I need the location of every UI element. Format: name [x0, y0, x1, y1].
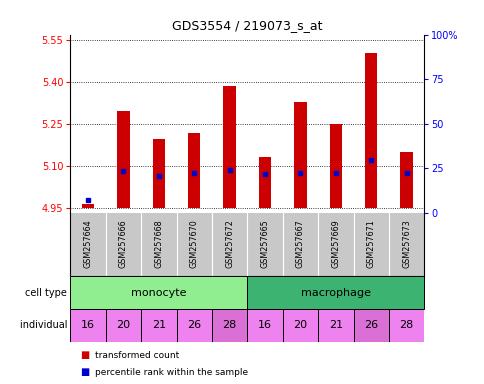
Text: transformed count: transformed count: [94, 351, 179, 360]
Text: GSM257664: GSM257664: [83, 219, 92, 268]
Bar: [117, 111, 129, 207]
Text: GSM257665: GSM257665: [260, 219, 269, 268]
Bar: [70, 276, 247, 309]
Text: 28: 28: [399, 320, 413, 331]
Bar: [188, 133, 200, 207]
Text: 28: 28: [222, 320, 236, 331]
Text: GSM257669: GSM257669: [331, 219, 340, 268]
Bar: [258, 157, 271, 207]
Text: GSM257673: GSM257673: [401, 219, 410, 268]
Text: 26: 26: [363, 320, 378, 331]
Text: 16: 16: [81, 320, 95, 331]
Bar: [70, 309, 106, 342]
Text: 21: 21: [328, 320, 342, 331]
Text: 20: 20: [293, 320, 307, 331]
Bar: [294, 101, 306, 207]
Text: GSM257666: GSM257666: [119, 219, 128, 268]
Text: 16: 16: [257, 320, 272, 331]
Bar: [247, 309, 282, 342]
Bar: [212, 309, 247, 342]
Bar: [223, 86, 235, 207]
Text: monocyte: monocyte: [131, 288, 186, 298]
Bar: [106, 309, 141, 342]
Text: ■: ■: [80, 350, 89, 360]
Text: 20: 20: [116, 320, 130, 331]
Bar: [176, 309, 212, 342]
Text: GSM257671: GSM257671: [366, 219, 375, 268]
Text: macrophage: macrophage: [300, 288, 370, 298]
Text: GSM257670: GSM257670: [189, 219, 198, 268]
Title: GDS3554 / 219073_s_at: GDS3554 / 219073_s_at: [172, 19, 322, 32]
Bar: [141, 309, 176, 342]
Text: percentile rank within the sample: percentile rank within the sample: [94, 368, 247, 377]
Bar: [247, 276, 424, 309]
Bar: [82, 204, 94, 207]
Text: GSM257667: GSM257667: [295, 219, 304, 268]
Bar: [400, 152, 412, 207]
Bar: [282, 309, 318, 342]
Text: cell type: cell type: [25, 288, 70, 298]
Bar: [353, 309, 388, 342]
Text: 26: 26: [187, 320, 201, 331]
Text: 21: 21: [151, 320, 166, 331]
Bar: [152, 139, 165, 207]
Text: GSM257672: GSM257672: [225, 219, 234, 268]
Bar: [364, 53, 377, 207]
Bar: [318, 309, 353, 342]
Text: individual: individual: [20, 320, 70, 331]
Text: GSM257668: GSM257668: [154, 219, 163, 268]
Text: ■: ■: [80, 367, 89, 377]
Bar: [388, 309, 424, 342]
Bar: [329, 124, 341, 207]
